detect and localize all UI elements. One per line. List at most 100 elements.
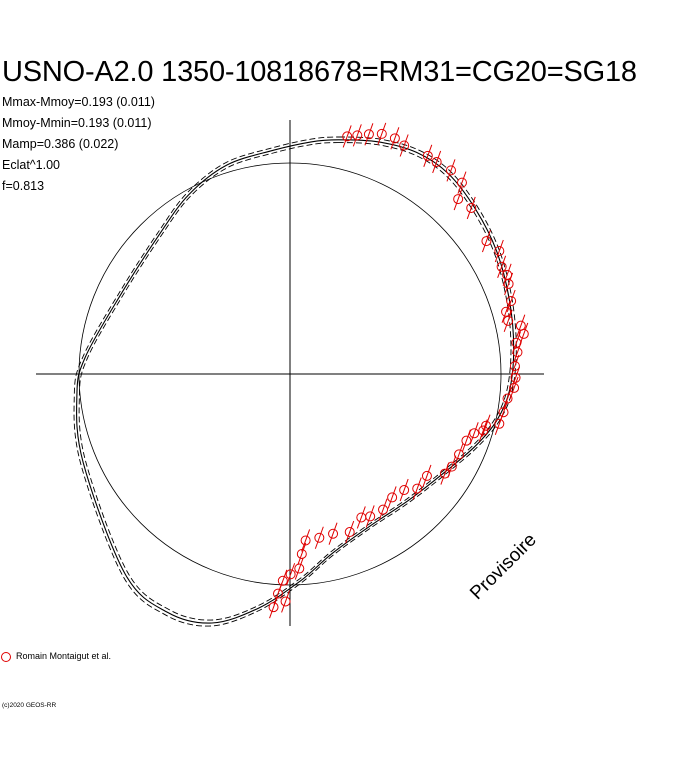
point-marker — [399, 485, 410, 496]
data-point — [494, 412, 505, 435]
error-bar — [399, 134, 409, 157]
data-point — [454, 443, 465, 466]
point-marker — [387, 492, 398, 503]
legend: Romain Montaigut et al. — [0, 651, 111, 662]
error-bar — [328, 522, 338, 545]
point-marker — [412, 483, 423, 494]
point-marker — [352, 130, 363, 141]
data-point — [399, 478, 410, 502]
error-bar — [478, 419, 488, 442]
point-marker — [469, 428, 480, 439]
fit-curve-layer — [73, 136, 517, 627]
stat-eclat: Eclat^1.00 — [2, 158, 60, 172]
error-bar — [497, 255, 507, 278]
fit-curve-main — [76, 139, 515, 624]
point-marker — [509, 382, 520, 393]
data-point — [503, 309, 514, 332]
error-bar — [511, 366, 521, 389]
error-bar — [365, 505, 375, 528]
data-point — [496, 255, 507, 278]
data-point — [376, 122, 387, 146]
data-point — [280, 590, 291, 613]
point-marker — [342, 131, 353, 142]
legend-marker-icon — [1, 651, 11, 662]
error-bar — [457, 171, 467, 194]
point-marker — [453, 194, 464, 205]
data-point — [296, 542, 307, 566]
point-marker — [498, 407, 509, 418]
error-bar — [512, 341, 522, 364]
error-bar — [494, 412, 504, 435]
error-bar — [453, 187, 463, 211]
error-bar — [454, 443, 464, 466]
data-point — [421, 464, 432, 488]
error-bar — [294, 557, 304, 580]
point-marker — [445, 165, 456, 176]
error-bar — [387, 486, 397, 509]
error-bar — [342, 125, 352, 148]
point-marker — [389, 133, 400, 144]
stat-mamp: Mamp=0.386 (0.022) — [2, 137, 119, 151]
data-point — [481, 229, 492, 253]
stat-f: f=0.813 — [2, 179, 45, 193]
data-point — [509, 376, 520, 400]
error-bar — [423, 144, 433, 167]
point-marker — [328, 528, 339, 539]
error-bar — [481, 414, 491, 437]
error-bar — [432, 150, 442, 174]
data-point — [399, 134, 410, 157]
data-point — [342, 125, 353, 148]
error-bar — [503, 309, 513, 332]
data-point — [356, 506, 367, 529]
data-point — [363, 123, 374, 146]
legend-label: Romain Montaigut et al. — [16, 651, 112, 661]
fit-curve-lower — [78, 142, 512, 621]
error-bar — [364, 123, 374, 146]
point-marker — [294, 563, 305, 574]
point-marker — [503, 278, 514, 289]
error-bar — [466, 196, 476, 220]
error-bar — [286, 563, 296, 586]
point-marker — [501, 306, 512, 317]
data-point — [509, 354, 520, 378]
data-point — [352, 124, 363, 147]
error-bar — [506, 289, 516, 313]
error-bar — [412, 477, 422, 500]
error-bar — [352, 124, 362, 147]
data-point — [501, 300, 512, 323]
error-bar — [461, 429, 471, 452]
point-marker — [399, 140, 410, 151]
data-point — [314, 526, 325, 549]
error-bar — [281, 590, 291, 613]
data-point — [328, 522, 339, 545]
point-marker — [356, 512, 367, 523]
data-points-layer — [268, 122, 529, 619]
data-point — [481, 414, 492, 437]
error-bar — [390, 127, 400, 150]
error-bar — [314, 526, 324, 549]
point-marker — [439, 468, 450, 479]
point-marker — [512, 347, 523, 358]
data-point — [469, 422, 480, 445]
data-point — [422, 144, 433, 167]
data-point — [344, 520, 355, 544]
point-marker — [494, 418, 505, 429]
data-point — [439, 462, 450, 485]
data-point — [512, 341, 523, 364]
point-marker — [461, 435, 472, 446]
data-point — [389, 127, 400, 150]
data-point — [268, 595, 279, 619]
error-bar — [446, 159, 456, 182]
error-bar — [516, 314, 526, 337]
error-bar — [399, 478, 409, 502]
point-marker — [503, 315, 514, 326]
error-bar — [422, 464, 432, 488]
error-bar — [345, 520, 355, 544]
point-marker — [363, 129, 374, 140]
point-marker — [496, 261, 507, 272]
error-bar — [469, 422, 479, 445]
point-marker — [344, 527, 355, 538]
point-marker — [431, 156, 442, 167]
chart-title: USNO-A2.0 1350-10818678=RM31=CG20=SG18 — [2, 56, 637, 88]
